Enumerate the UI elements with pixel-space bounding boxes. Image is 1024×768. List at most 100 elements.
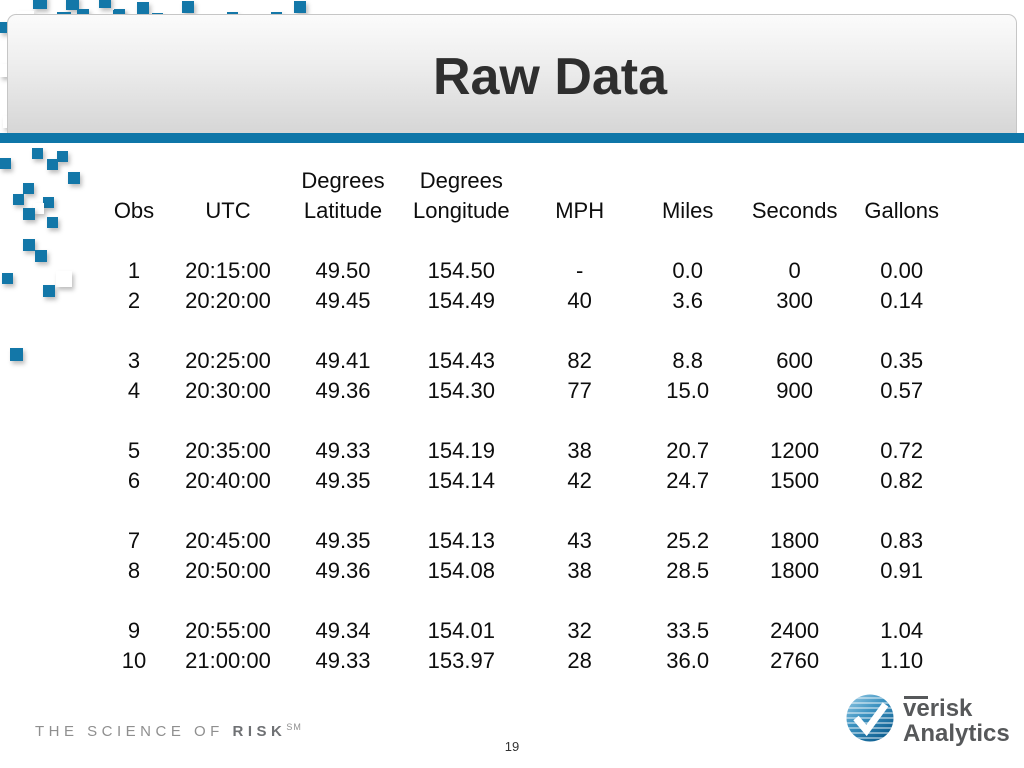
- table-spacer-row: [85, 586, 940, 616]
- column-header: Seconds: [751, 198, 838, 223]
- table-row: 5 20:35:00 49.33 154.19 38 20.7 1200 0.72: [85, 436, 940, 466]
- table-cell: 2: [127, 288, 141, 313]
- decor-square-white: [56, 271, 72, 287]
- table-cell: 28: [567, 648, 592, 673]
- decor-square-teal: [66, 0, 79, 10]
- column-header: MPH: [555, 198, 605, 223]
- accent-bar: [0, 133, 1024, 143]
- table-cell: 5: [127, 438, 141, 463]
- decor-square-teal: [99, 0, 111, 8]
- table-cell: 154.01: [427, 618, 495, 643]
- table-cell: 20:20:00: [185, 288, 271, 313]
- table-cell: 20:55:00: [185, 618, 271, 643]
- verisk-globe-icon: [846, 694, 894, 747]
- table-cell: 1800: [770, 528, 820, 553]
- table-cell: 1: [127, 258, 141, 283]
- table-cell: 49.36: [315, 558, 371, 583]
- data-table-grid: Degrees Degrees Obs UTC Latitude Longitude MPH…: [85, 166, 940, 676]
- table-cell: 38: [567, 438, 592, 463]
- tagline-superscript: SM: [286, 722, 302, 732]
- column-header: Miles: [661, 198, 714, 223]
- decor-square-teal: [2, 273, 13, 284]
- table-cell: 77: [567, 378, 592, 403]
- column-header: Gallons: [864, 198, 939, 223]
- table-cell: 0.83: [880, 528, 924, 553]
- table-cell: 20:15:00: [185, 258, 271, 283]
- decor-square-teal: [0, 22, 11, 33]
- table-cell: 0.91: [880, 558, 924, 583]
- table-cell: 154.50: [427, 258, 495, 283]
- table-row: 2 20:20:00 49.45 154.49 40 3.6 300 0.14: [85, 286, 940, 316]
- column-header-top: Degrees: [419, 168, 503, 193]
- table-cell: 154.30: [427, 378, 495, 403]
- column-header: UTC: [205, 198, 251, 223]
- tagline: THE SCIENCE OF RISKSM: [35, 722, 302, 740]
- decor-square-teal: [182, 1, 194, 13]
- column-header: Longitude: [413, 198, 510, 223]
- decor-square-teal: [32, 148, 43, 159]
- table-cell: 0.14: [880, 288, 924, 313]
- verisk-logo-text: verisk Analytics: [903, 694, 1010, 746]
- table-cell: 25.2: [666, 528, 710, 553]
- decor-square-teal: [23, 239, 35, 251]
- decor-square-teal: [0, 158, 11, 169]
- table-row: 10 21:00:00 49.33 153.97 28 36.0 2760 1.10: [85, 646, 940, 676]
- table-cell: 49.34: [315, 618, 371, 643]
- decor-square-teal: [43, 285, 55, 297]
- table-cell: 1200: [770, 438, 820, 463]
- table-cell: 1800: [770, 558, 820, 583]
- table-cell: 0.00: [880, 258, 924, 283]
- decor-square-teal: [13, 194, 24, 205]
- table-cell: 21:00:00: [185, 648, 271, 673]
- column-header-top: [85, 166, 183, 196]
- table-cell: 49.33: [315, 648, 371, 673]
- table-cell: 154.43: [427, 348, 495, 373]
- table-spacer-row: [85, 496, 940, 526]
- table-cell: 49.36: [315, 378, 371, 403]
- table-row: 9 20:55:00 49.34 154.01 32 33.5 2400 1.04: [85, 616, 940, 646]
- table-cell: 0.35: [880, 348, 924, 373]
- table-header-row: Obs UTC Latitude Longitude MPH Miles Seconds Ga…: [85, 196, 940, 226]
- table-cell: 20:25:00: [185, 348, 271, 373]
- table-spacer-row: [85, 226, 940, 256]
- verisk-logo: verisk Analytics: [846, 694, 1010, 747]
- table-cell: 900: [776, 378, 814, 403]
- table-cell: 49.33: [315, 438, 371, 463]
- decor-square-teal: [68, 172, 80, 184]
- table-cell: 154.19: [427, 438, 495, 463]
- table-cell: 20:45:00: [185, 528, 271, 553]
- table-cell: 82: [567, 348, 592, 373]
- table-row: 7 20:45:00 49.35 154.13 43 25.2 1800 0.83: [85, 526, 940, 556]
- table-cell: 8.8: [672, 348, 703, 373]
- column-header-top: [864, 166, 940, 196]
- table-cell: 38: [567, 558, 592, 583]
- decor-square-teal: [294, 1, 306, 13]
- table-cell: 153.97: [427, 648, 495, 673]
- table-cell: 0.82: [880, 468, 924, 493]
- decor-square-teal: [23, 208, 35, 220]
- table-cell: 6: [127, 468, 141, 493]
- table-cell: 36.0: [666, 648, 710, 673]
- tagline-regular: THE SCIENCE OF: [35, 723, 224, 740]
- column-header-top: [726, 166, 864, 196]
- tagline-bold: RISK: [232, 723, 287, 740]
- decor-square-teal: [33, 0, 47, 9]
- verisk-logo-line1: verisk: [903, 695, 973, 722]
- table-cell: 42: [567, 468, 592, 493]
- verisk-overline: [904, 696, 928, 699]
- table-cell: 33.5: [666, 618, 710, 643]
- table-cell: 20:40:00: [185, 468, 271, 493]
- decor-square-white: [33, 203, 44, 214]
- table-cell: 9: [127, 618, 141, 643]
- table-cell: 300: [776, 288, 814, 313]
- decor-square-teal: [23, 183, 34, 194]
- table-cell: 28.5: [666, 558, 710, 583]
- table-cell: 49.35: [315, 528, 371, 553]
- table-row: 8 20:50:00 49.36 154.08 38 28.5 1800 0.91: [85, 556, 940, 586]
- table-cell: 3: [127, 348, 141, 373]
- table-cell: 1.10: [880, 648, 924, 673]
- table-cell: 7: [127, 528, 141, 553]
- decor-square-teal: [35, 250, 47, 262]
- table-cell: 154.08: [427, 558, 495, 583]
- table-cell: 15.0: [666, 378, 710, 403]
